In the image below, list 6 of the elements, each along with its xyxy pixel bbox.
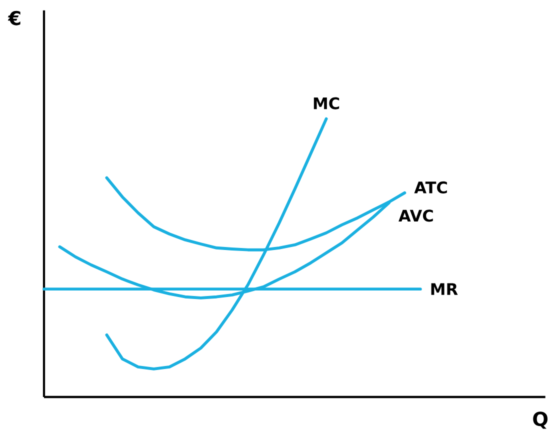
series-label: MC: [314, 97, 340, 110]
series-label: AVC: [398, 210, 433, 222]
series-label: MR: [431, 283, 458, 295]
text: €: [8, 10, 20, 26]
text: Q: [533, 412, 548, 429]
series-label: ATC: [414, 181, 447, 194]
